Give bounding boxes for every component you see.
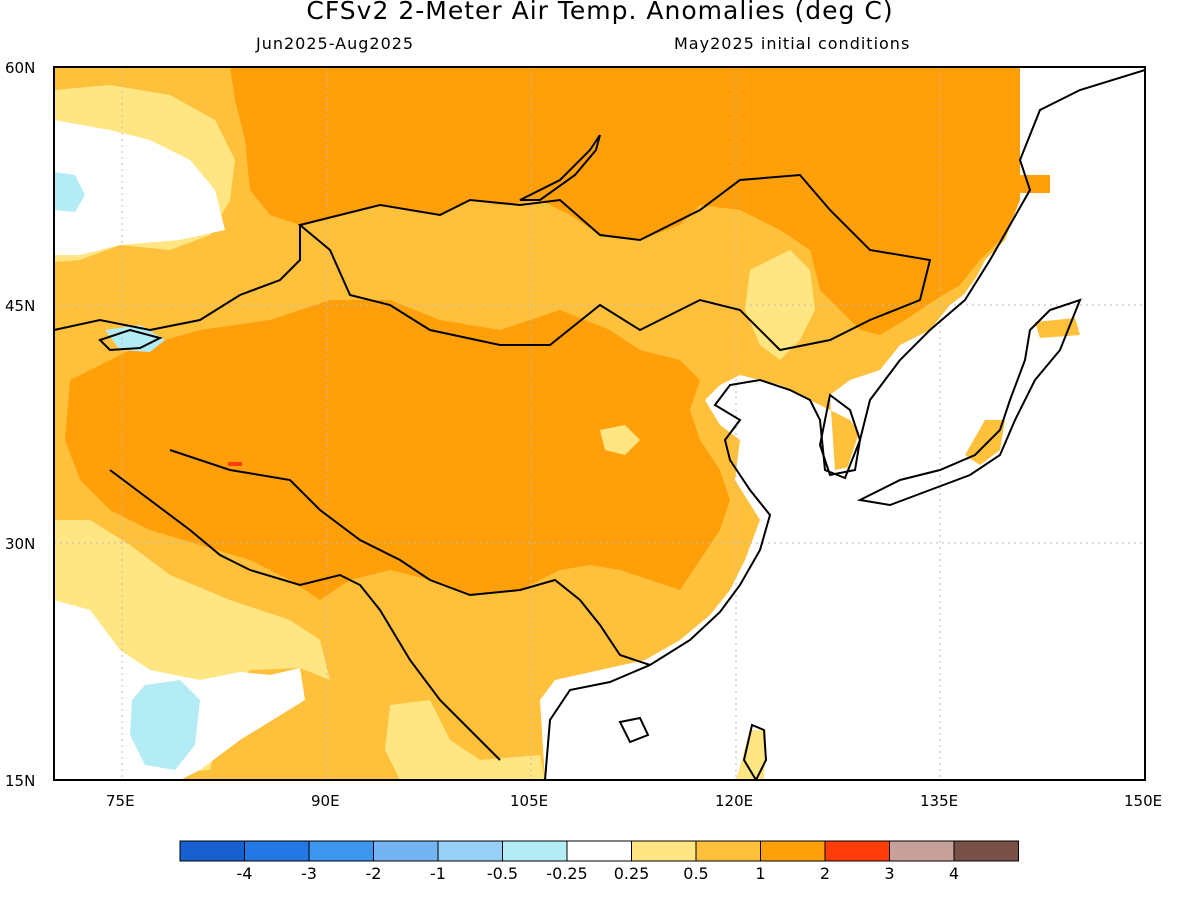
anomaly-region-neg-0.25-balkhash: [105, 325, 165, 352]
colorbar-swatch: [953, 840, 1019, 862]
lon-label-75e: 75E: [106, 792, 135, 810]
ocean-mask: [545, 67, 1145, 780]
coast-hainan: [618, 716, 650, 744]
colorbar-swatch: [760, 840, 826, 862]
lon-label-135e: 135E: [920, 792, 958, 810]
initial-conditions: May2025 initial conditions: [674, 34, 911, 53]
anomaly-region-taiwan: [736, 730, 766, 780]
colorbar-swatch: [244, 840, 310, 862]
lon-label-105e: 105E: [510, 792, 548, 810]
colorbar-label: -4: [237, 864, 253, 883]
lake-balkhash: [98, 328, 163, 352]
map-frame: [53, 66, 1146, 781]
border-mongolia: [297, 173, 932, 352]
anomaly-region-1-2: [230, 67, 1020, 335]
coast-korea: [818, 393, 862, 477]
latitude-axis: 60N 45N 30N 15N: [5, 59, 35, 790]
colorbar-label: 0.25: [614, 864, 650, 883]
grid-lines: [54, 67, 1145, 780]
colorbar-label: 3: [884, 864, 894, 883]
lat-label-30n: 30N: [5, 535, 35, 553]
colorbar-label: 0.5: [683, 864, 708, 883]
colorbar-swatch: [631, 840, 697, 862]
colorbar-label: 1: [755, 864, 765, 883]
colorbar-swatch: [179, 840, 245, 862]
anomaly-region-1-2-south: [65, 300, 730, 600]
lon-label-150e: 150E: [1124, 792, 1162, 810]
colorbar-swatch: [824, 840, 890, 862]
coast-taiwan: [742, 723, 768, 780]
anomaly-field: [54, 67, 1145, 780]
anomaly-region-near-zero-west: [54, 120, 225, 255]
colorbar-label: -1: [430, 864, 446, 883]
chart-title: CFSv2 2-Meter Air Temp. Anomalies (deg C…: [306, 0, 894, 25]
colorbar-label: 4: [949, 864, 959, 883]
border-himalaya: [109, 469, 501, 761]
colorbar-swatch: [308, 840, 374, 862]
anomaly-region-0.25-0.5-central: [600, 425, 640, 455]
lat-label-60n: 60N: [5, 59, 35, 77]
colorbar-label: -2: [366, 864, 382, 883]
anomaly-region-hokkaido: [1035, 318, 1080, 338]
colorbar-label: -0.5: [487, 864, 518, 883]
coastline-east-asia: [544, 69, 1145, 780]
lat-label-45n: 45N: [5, 297, 35, 315]
colorbar-swatch: [373, 840, 439, 862]
anomaly-region-0.25-0.5-seasia: [385, 700, 545, 780]
border-central-asia: [54, 225, 301, 332]
anomaly-region-neg-0.25-india: [130, 680, 200, 770]
colorbar: -4 -3 -2 -1 -0.5 -0.25 0.25 0.5 1 2 3 4: [179, 840, 1019, 883]
border-china-south: [169, 449, 651, 666]
colorbar-swatch: [437, 840, 503, 862]
lon-label-90e: 90E: [311, 792, 340, 810]
colorbar-label: -0.25: [546, 864, 587, 883]
colorbar-swatch: [502, 840, 568, 862]
lake-baikal: [519, 134, 601, 201]
longitude-axis: 75E 90E 105E 120E 135E 150E: [106, 792, 1162, 810]
colorbar-label: -3: [301, 864, 317, 883]
lat-label-15n: 15N: [5, 772, 35, 790]
colorbar-swatch: [889, 840, 955, 862]
anomaly-region-sakhalin: [1020, 175, 1050, 193]
colorbar-swatch: [695, 840, 761, 862]
lon-label-120e: 120E: [715, 792, 753, 810]
anomaly-region-neg-0.25-west: [54, 172, 85, 212]
coast-japan: [856, 298, 1082, 507]
colorbar-swatch: [566, 840, 632, 862]
coastlines-borders: [54, 69, 1145, 780]
forecast-period: Jun2025-Aug2025: [256, 34, 415, 53]
anomaly-region-2-3: [228, 462, 242, 466]
colorbar-label: 2: [820, 864, 830, 883]
